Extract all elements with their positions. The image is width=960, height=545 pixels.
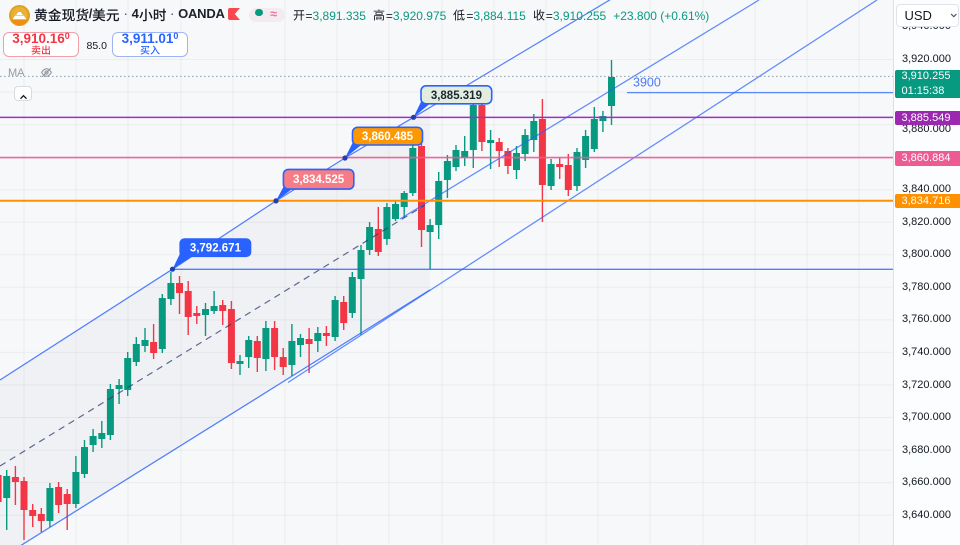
svg-text:3,860.485: 3,860.485 [362,131,414,143]
svg-text:3,792.671: 3,792.671 [190,243,242,255]
svg-text:3900: 3900 [633,76,661,90]
svg-text:3,834.525: 3,834.525 [293,174,345,186]
svg-text:3,885.319: 3,885.319 [431,90,482,102]
